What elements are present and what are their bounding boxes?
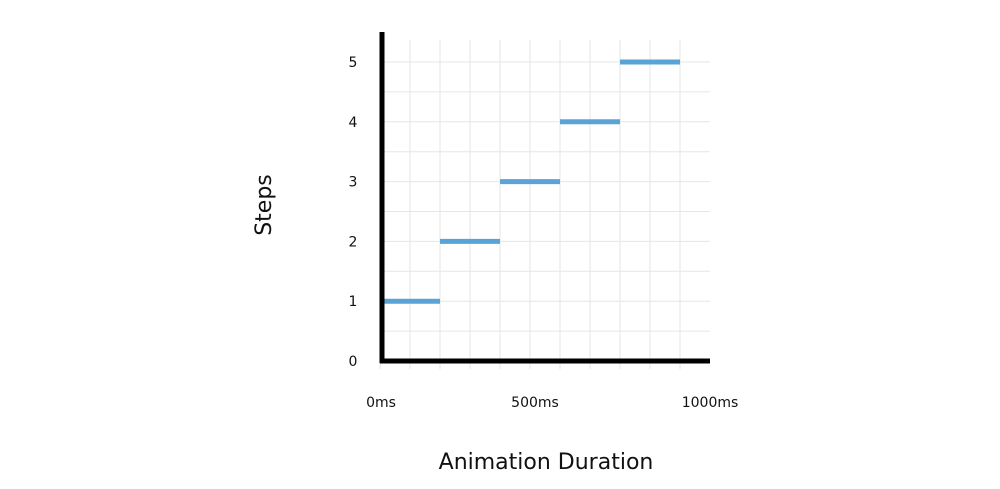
axes — [379, 32, 710, 364]
x-tick-label: 1000ms — [682, 395, 739, 411]
y-tick-label: 2 — [349, 234, 358, 250]
x-tick-label: 0ms — [366, 395, 396, 411]
series-steps — [380, 59, 680, 304]
x-tick-labels: 0ms 500ms 1000ms — [366, 395, 738, 411]
y-axis-title: Steps — [252, 174, 277, 236]
x-axis-title: Animation Duration — [439, 450, 654, 475]
y-tick-label: 0 — [349, 354, 358, 370]
y-tick-label: 1 — [349, 294, 358, 310]
x-tick-label: 500ms — [511, 395, 559, 411]
y-tick-labels: 0 1 2 3 4 5 — [349, 55, 358, 370]
y-tick-label: 3 — [349, 175, 358, 191]
y-tick-label: 4 — [349, 115, 358, 131]
grid — [379, 40, 710, 369]
y-tick-label: 5 — [349, 55, 358, 71]
